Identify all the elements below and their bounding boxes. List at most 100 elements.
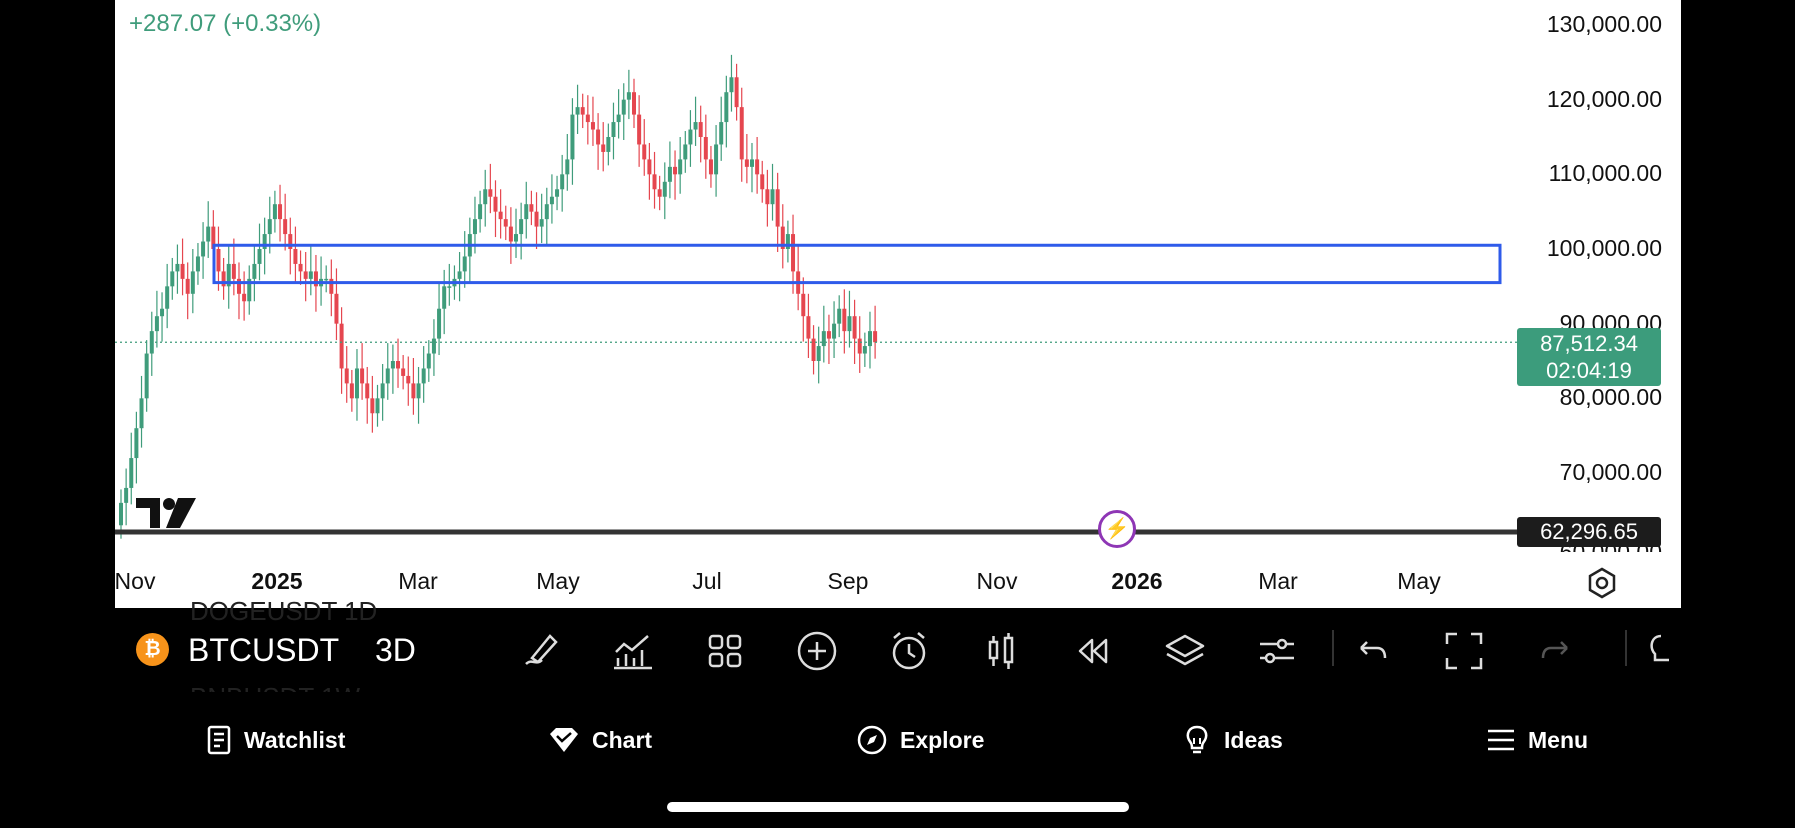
- bitcoin-icon: ₿: [136, 633, 169, 666]
- candle-body: [503, 219, 508, 227]
- candle-body: [642, 144, 647, 160]
- candle-body: [596, 129, 601, 145]
- candle-body: [313, 271, 318, 287]
- ideas-icon: [1186, 725, 1208, 754]
- candle-body: [431, 338, 436, 354]
- tradingview-logo: [136, 498, 196, 537]
- time-tick-label: Nov: [976, 568, 1018, 594]
- time-tick-label: 2025: [251, 568, 303, 594]
- candle-body: [298, 263, 303, 272]
- candle-body: [714, 144, 719, 175]
- fullscreen-icon[interactable]: [1441, 628, 1487, 674]
- candle-body: [180, 263, 185, 279]
- nav-watchlist[interactable]: Watchlist: [206, 722, 345, 758]
- alarm-icon[interactable]: [886, 628, 932, 674]
- candle-body: [514, 234, 519, 242]
- indicators-icon[interactable]: [610, 628, 656, 674]
- candle-body: [124, 487, 129, 503]
- nav-chart[interactable]: Chart: [548, 722, 652, 758]
- candle-body: [842, 308, 847, 332]
- candle-body: [575, 107, 580, 115]
- candle-body: [206, 226, 211, 242]
- price-tick-label: 130,000.00: [1546, 11, 1662, 37]
- candle-body: [421, 368, 426, 384]
- candle-body: [734, 77, 739, 108]
- add-icon[interactable]: [794, 628, 840, 674]
- candle-body: [160, 308, 165, 317]
- candle-body: [134, 428, 139, 459]
- candle-body: [390, 361, 395, 369]
- candle-body: [647, 159, 652, 175]
- candle-body: [544, 204, 549, 220]
- candle-body: [365, 383, 370, 399]
- bottom-navigation: Watchlist Chart Explore Ideas Menu: [0, 692, 1795, 828]
- candle-body: [216, 249, 221, 272]
- price-chart[interactable]: [115, 0, 1681, 608]
- candle-body: [765, 189, 770, 205]
- candle-body: [739, 107, 744, 160]
- candle-body: [616, 114, 621, 123]
- candle-body: [724, 92, 729, 123]
- undo-icon[interactable]: [1349, 628, 1395, 674]
- candle-body: [775, 189, 780, 227]
- candle-body: [873, 331, 878, 343]
- candle-body: [185, 278, 190, 294]
- candle-body: [555, 189, 560, 197]
- nav-label: Chart: [592, 726, 653, 753]
- candle-body: [252, 263, 257, 279]
- time-tick-label: Mar: [1258, 568, 1298, 594]
- candle-body: [744, 159, 749, 167]
- candle-body: [129, 458, 134, 488]
- watchlist-icon: [207, 725, 231, 755]
- candle-body: [170, 271, 175, 287]
- candle-body: [154, 316, 159, 332]
- ideas-bulb-icon[interactable]: [1647, 628, 1681, 674]
- symbol-button[interactable]: BTCUSDT: [188, 632, 340, 668]
- time-tick-label: Mar: [398, 568, 438, 594]
- candle-body: [483, 189, 488, 205]
- candle-body: [816, 346, 821, 361]
- candle-body: [770, 189, 775, 205]
- axis-settings-icon[interactable]: [1585, 566, 1619, 605]
- candle-body: [493, 196, 498, 212]
- candle-body: [272, 204, 277, 220]
- layers-icon[interactable]: [1162, 628, 1208, 674]
- candles-icon[interactable]: [978, 628, 1024, 674]
- nav-menu[interactable]: Menu: [1486, 722, 1588, 758]
- candle-body: [385, 368, 390, 384]
- candle-body: [791, 234, 796, 272]
- nav-ideas[interactable]: Ideas: [1182, 722, 1283, 758]
- candle-body: [236, 278, 241, 294]
- replay-icon[interactable]: [1070, 628, 1116, 674]
- candle-body: [119, 502, 123, 526]
- support-zone-rect: [212, 243, 1502, 285]
- candle-body: [406, 375, 411, 384]
- redo-icon[interactable]: [1533, 628, 1579, 674]
- price-tick-label: 100,000.00: [1546, 235, 1662, 261]
- candle-body: [760, 174, 765, 190]
- candle-body: [534, 211, 539, 227]
- candle-body: [349, 383, 354, 399]
- time-tick-label: Jul: [692, 568, 722, 594]
- candle-body: [821, 331, 826, 347]
- layout-grid-icon[interactable]: [702, 628, 748, 674]
- candle-body: [673, 166, 678, 175]
- interval-button[interactable]: 3D: [375, 632, 416, 668]
- nav-explore[interactable]: Explore: [856, 722, 984, 758]
- settings-sliders-icon[interactable]: [1254, 628, 1300, 674]
- lightning-icon[interactable]: ⚡: [1098, 510, 1136, 548]
- candle-body: [637, 114, 642, 145]
- candle-body: [693, 122, 698, 130]
- candle-body: [508, 226, 513, 242]
- candle-body: [221, 271, 226, 287]
- candle-body: [662, 181, 667, 197]
- drawing-tools-icon[interactable]: [518, 628, 564, 674]
- candle-body: [447, 286, 452, 288]
- candle-body: [755, 159, 760, 175]
- candle-body: [524, 204, 529, 220]
- menu-icon: [1488, 729, 1514, 751]
- candle-body: [632, 92, 636, 115]
- candle-body: [780, 226, 785, 249]
- candle-body: [837, 308, 842, 324]
- chart-pane[interactable]: +287.07 (+0.33%) 130,000.00 120,000.00 110…: [115, 0, 1681, 712]
